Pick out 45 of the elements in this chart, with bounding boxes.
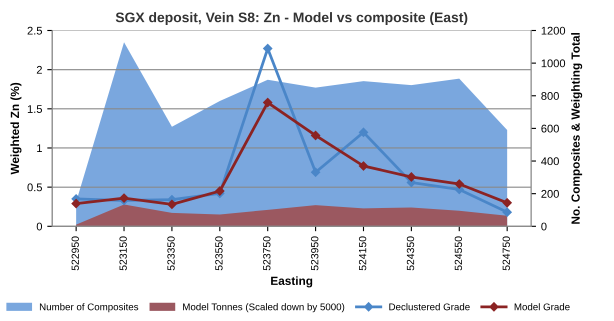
x-tick-label: 524750 xyxy=(502,236,510,270)
x-tick-label: 523750 xyxy=(263,236,270,270)
y-tick-label: 0 xyxy=(36,222,42,230)
y-tick-label: 1.5 xyxy=(28,105,42,113)
point xyxy=(167,200,177,209)
x-tick-label: 523350 xyxy=(167,236,175,270)
x-axis-title: Easting xyxy=(271,276,312,288)
y-tick-label: 2.5 xyxy=(28,26,42,35)
y-tick-label: 1 xyxy=(37,144,42,152)
point xyxy=(263,44,272,54)
point xyxy=(310,168,320,177)
x-tick-label: 523950 xyxy=(311,236,318,270)
x-tick-label: 522950 xyxy=(72,236,79,270)
x-tick-label: 524150 xyxy=(358,236,366,270)
chart-title: SGX deposit, Vein S8: Zn - Model vs composite (East) xyxy=(116,12,468,26)
point xyxy=(310,130,320,140)
y2-axis-title: No. Composites & Weighting Total xyxy=(571,33,582,224)
point xyxy=(263,98,272,108)
point xyxy=(119,193,129,203)
y2-tick-label: 1000 xyxy=(542,59,566,68)
point xyxy=(358,128,368,137)
y-axis-title: Weighted Zn (%) xyxy=(10,82,22,175)
point xyxy=(406,172,416,182)
y-tick-label: 2 xyxy=(36,66,42,74)
y2-tick-label: 800 xyxy=(541,92,559,100)
x-tick-label: 523150 xyxy=(119,236,127,270)
y2-tick-label: 400 xyxy=(541,157,559,166)
point xyxy=(72,198,81,208)
y2-tick-label: 0 xyxy=(541,222,547,230)
x-tick-label: 524550 xyxy=(454,236,462,270)
point xyxy=(454,179,464,189)
point xyxy=(502,208,512,217)
legend-label: Model Tonnes (Scaled down by 5000) xyxy=(183,303,344,312)
y2-tick-label: 1200 xyxy=(542,26,566,35)
legend-label: Model Grade xyxy=(514,303,570,310)
legend-label: Declustered Grade xyxy=(389,303,470,310)
point xyxy=(502,198,512,208)
point xyxy=(215,186,224,196)
y2-tick-label: 200 xyxy=(541,190,559,198)
y2-tick-label: 600 xyxy=(541,124,559,133)
legend-label: Number of Composites xyxy=(40,303,138,312)
x-tick-label: 524350 xyxy=(406,236,414,270)
y-tick-label: 0.5 xyxy=(27,183,42,192)
x-tick-label: 523550 xyxy=(215,236,223,270)
point xyxy=(358,161,368,171)
